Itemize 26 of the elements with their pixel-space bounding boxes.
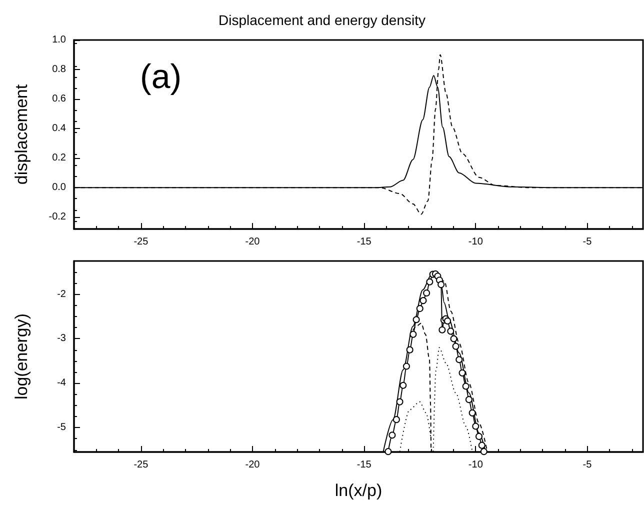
annotation: (a) (140, 58, 182, 96)
y-tick-label: -4 (57, 378, 66, 389)
x-tick-label: -15 (356, 236, 372, 248)
x-axis-title: ln(x/p) (334, 481, 382, 500)
x-tick-label: -5 (582, 236, 592, 248)
y-tick-label: 0.2 (52, 152, 66, 164)
x-tick-label: -15 (356, 460, 372, 470)
x-tick-label: -20 (245, 236, 260, 248)
y-tick-label: -3 (57, 333, 66, 344)
x-tick-label: -25 (134, 460, 149, 470)
x-tick-label: -10 (468, 236, 484, 248)
y-tick-label: -2 (57, 288, 66, 300)
chart-title: Displacement and energy density (218, 12, 426, 28)
y-tick-label: 0.6 (52, 94, 66, 105)
y-tick-label: -0.2 (48, 212, 66, 223)
y-tick-label: -5 (57, 422, 66, 434)
x-tick-label: -5 (582, 460, 592, 470)
x-tick-label: -25 (134, 236, 149, 248)
y-axis-title: displacement (12, 84, 31, 185)
x-tick-label: -10 (468, 460, 484, 470)
y-axis-title: log(energy) (12, 314, 31, 400)
x-tick-label: -20 (245, 460, 260, 470)
y-tick-label: 1.0 (52, 34, 66, 46)
y-tick-label: 0.0 (52, 182, 66, 194)
y-tick-label: 0.8 (52, 64, 66, 76)
y-tick-label: 0.4 (52, 123, 66, 134)
